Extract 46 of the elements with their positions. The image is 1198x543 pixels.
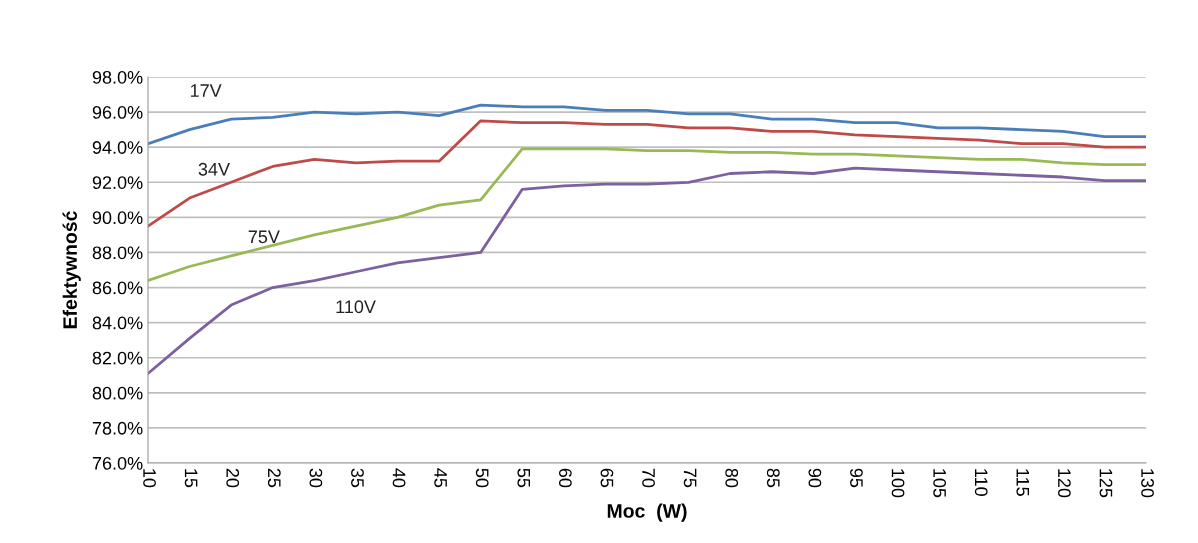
y-tick-label: 76.0% — [92, 456, 143, 470]
y-tick-label: 98.0% — [92, 70, 143, 84]
x-tick-label: 80 — [725, 468, 739, 488]
x-tick-label: 95 — [850, 468, 863, 488]
line-series — [148, 119, 1146, 228]
x-tick-label: 65 — [600, 468, 614, 488]
x-tick-label: 100 — [891, 469, 905, 498]
series-label: 34V — [198, 162, 230, 176]
x-tick-label: 10 — [143, 469, 156, 488]
y-tick-label: 84.0% — [92, 316, 143, 330]
x-tick-label: 125 — [1099, 469, 1113, 498]
y-tick-label: 92.0% — [92, 176, 143, 189]
y-tick-label: 78.0% — [92, 421, 143, 435]
x-tick-label: 105 — [933, 469, 947, 498]
x-tick-label: 45 — [434, 468, 447, 488]
x-tick-label: 25 — [267, 468, 281, 488]
y-axis-title: Efektywność — [62, 211, 81, 329]
x-tick-label: 130 — [1141, 469, 1154, 498]
y-tick-label: 94.0% — [92, 141, 143, 154]
y-tick-label: 86.0% — [92, 281, 143, 295]
x-tick-label: 40 — [392, 468, 406, 488]
x-axis-title: Moc (W) — [607, 503, 687, 522]
x-tick-label: 50 — [475, 468, 489, 488]
x-tick-label: 90 — [808, 468, 822, 488]
line-series — [148, 147, 1146, 282]
x-tick-label: 70 — [642, 468, 655, 488]
series-label: 17V — [190, 84, 222, 97]
y-tick-label: 82.0% — [92, 351, 143, 365]
x-tick-label: 120 — [1057, 469, 1071, 498]
x-tick-label: 115 — [1016, 469, 1029, 496]
x-tick-label: 35 — [351, 468, 364, 488]
x-tick-label: 30 — [309, 468, 323, 488]
line-series — [148, 103, 1146, 146]
y-tick-label: 90.0% — [92, 211, 143, 225]
y-tick-label: 88.0% — [92, 246, 143, 260]
y-tick-label: 96.0% — [92, 106, 143, 119]
x-tick-label: 85 — [766, 468, 780, 488]
x-tick-label: 55 — [517, 468, 530, 488]
x-tick-label: 75 — [683, 468, 697, 488]
series-label: 110V — [336, 300, 376, 314]
y-tick-label: 80.0% — [92, 386, 143, 400]
x-tick-label: 110 — [974, 469, 988, 496]
x-tick-label: 20 — [226, 468, 240, 488]
x-tick-label: 15 — [184, 469, 198, 488]
x-tick-label: 60 — [558, 468, 572, 488]
series-label: 75V — [248, 230, 280, 244]
